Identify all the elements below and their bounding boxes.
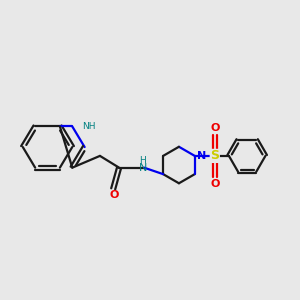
Text: O: O xyxy=(109,190,119,200)
Text: S: S xyxy=(210,149,219,162)
Text: NH: NH xyxy=(82,122,95,131)
Text: N: N xyxy=(196,151,206,161)
Text: N: N xyxy=(139,163,147,173)
Text: O: O xyxy=(210,123,220,133)
Text: H: H xyxy=(139,156,146,165)
Text: O: O xyxy=(210,178,220,189)
